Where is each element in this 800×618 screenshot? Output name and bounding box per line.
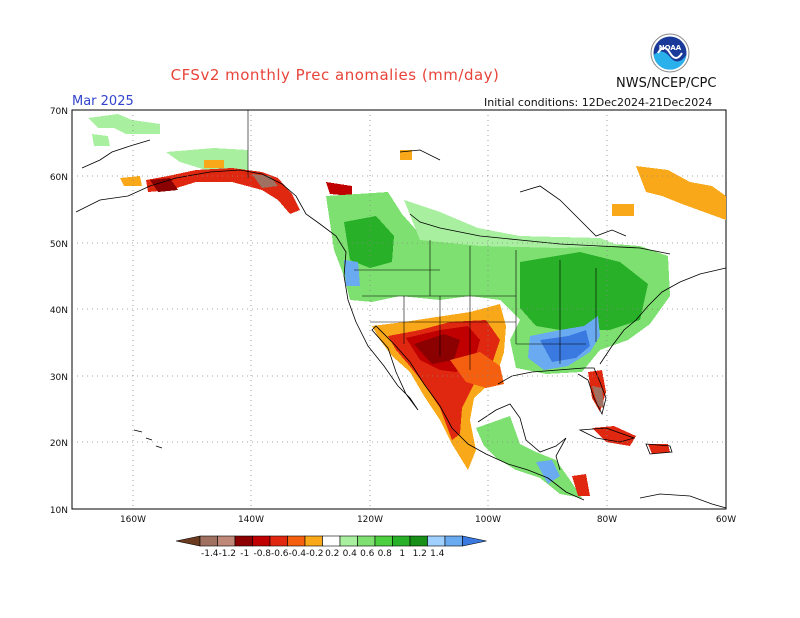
lon-label: 160W [120,515,146,525]
legend-tick-label: -0.6 [271,549,289,559]
legend-swatch [234,535,253,547]
legend-swatch [199,535,218,547]
anomaly-florida-brown [592,386,604,408]
legend-swatch [444,535,463,547]
anomaly-pnw-blue [344,260,360,286]
legend-tick-label: -0.4 [288,549,306,559]
lat-label: 50N [50,240,68,250]
forecast-month: Mar 2025 [72,94,134,109]
anomaly-hudson-orange [400,150,412,160]
anomaly-alaska-green2 [166,148,248,170]
anomaly-southwest-core [414,334,460,364]
anomaly-central-america-red [572,474,590,496]
initial-conditions: Initial conditions: 12Dec2024-21Dec2024 [484,96,713,109]
legend-swatch [252,535,271,547]
legend-tick-label: -1 [240,549,249,559]
lat-label: 10N [50,506,68,516]
lon-labels: 160W 140W 120W 100W 80W 60W [120,515,736,525]
legend-labels: -1.4 -1.2 -1 -0.8 -0.6 -0.4 -0.2 0.2 0.4 0.6 0.8 1 1… [201,549,445,559]
anomaly-pnw-darkgreen [344,216,394,268]
lat-label: 20N [50,439,68,449]
legend-tick-label: -0.2 [306,549,324,559]
anomaly-alaska-orange [120,176,142,186]
anomaly-central-america-blue [536,460,560,484]
legend-arrow-right [462,535,487,547]
lon-label: 140W [238,515,264,525]
noaa-logo-icon: NOAA [650,33,690,73]
anomaly-alaska-dark [150,178,178,192]
legend-tick-label: 0.4 [343,549,358,559]
legend-colorbar [175,535,487,547]
legend-tick-label: 0.6 [360,549,375,559]
legend-tick-label: -1.4 [201,549,219,559]
lat-labels: 70N 60N 50N 40N 30N 20N 10N [50,107,68,516]
anomaly-north-green-light [404,200,620,248]
legend-swatch [339,535,358,547]
legend-swatch [409,535,428,547]
legend-tick-label: 1.2 [413,549,427,559]
anomaly-bc-red [326,182,352,196]
noaa-logo-text: NOAA [659,44,682,52]
anomaly-hispaniola [648,444,670,454]
anomaly-texas-orange [450,352,504,388]
legend-tick-label: 0.2 [325,549,339,559]
legend-swatch [269,535,288,547]
graticule [72,110,726,509]
legend-tick-label: 0.8 [378,549,393,559]
legend-swatch [374,535,393,547]
map-title: CFSv2 monthly Prec anomalies (mm/day) [170,66,500,84]
legend-swatch [217,535,236,547]
legend-tick-label: 1.4 [430,549,445,559]
lon-label: 100W [475,515,501,525]
legend-tick-label: -0.8 [253,549,271,559]
legend-swatch [357,535,376,547]
anomaly-fill [88,114,726,498]
anomaly-southeast-darkblue [540,330,590,362]
legend-swatch [392,535,411,547]
anomaly-quebec-orange [636,166,726,220]
anomaly-alaska-brown [252,174,278,188]
anomaly-caribbean [592,426,636,446]
lat-label: 30N [50,373,68,383]
legend-arrow-left [175,535,201,547]
lat-label: 40N [50,306,68,316]
coastlines [75,139,727,509]
legend-swatch [427,535,446,547]
lon-label: 80W [597,515,617,525]
legend-tick-label: 1 [399,549,405,559]
lat-label: 60N [50,173,68,183]
anomaly-alaska-orange2 [204,160,224,168]
legend-swatch [322,535,341,547]
anomaly-quebec-orange2 [612,204,634,216]
agency-label: NWS/NCEP/CPC [616,76,717,91]
lon-label: 60W [716,515,736,525]
legend-swatch [304,535,323,547]
anomaly-midwest-darkgreen [520,252,648,330]
legend-tick-label: -1.2 [218,549,236,559]
lat-label: 70N [50,107,68,117]
legend-swatch [287,535,306,547]
political-borders [247,110,597,370]
anomaly-alaska-north [88,114,160,134]
anomaly-alaska-west [92,134,110,146]
lon-label: 120W [357,515,383,525]
